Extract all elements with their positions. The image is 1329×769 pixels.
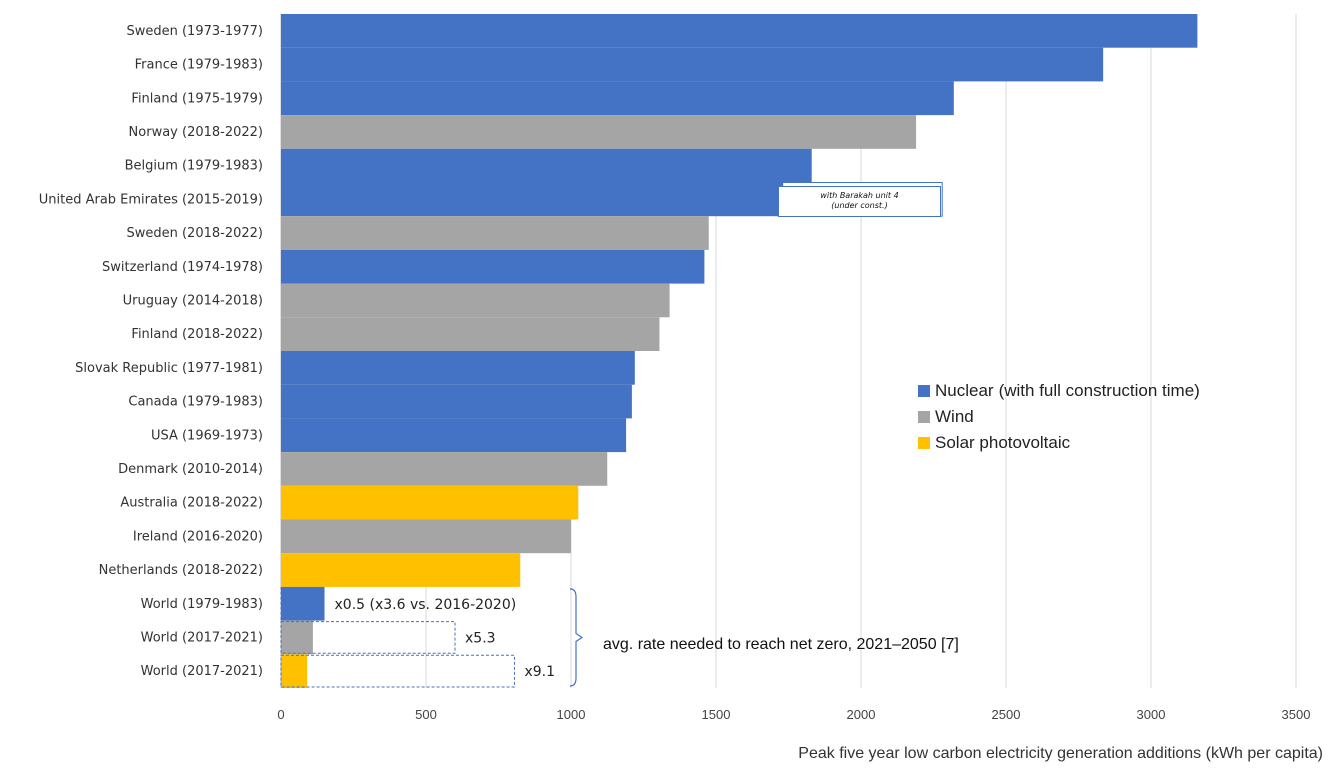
bar bbox=[281, 553, 521, 587]
uae-annotation-line-2: (under const.) bbox=[831, 201, 888, 210]
bar bbox=[281, 384, 632, 419]
x-tick-label: 2500 bbox=[992, 707, 1021, 722]
bar bbox=[281, 620, 313, 655]
bar bbox=[281, 317, 660, 351]
category-label: Australia (2018-2022) bbox=[120, 496, 263, 511]
legend-swatch-solar bbox=[918, 437, 930, 449]
legend-item-wind: Wind bbox=[918, 404, 1200, 430]
category-label: United Arab Emirates (2015-2019) bbox=[39, 192, 263, 207]
x-tick-label: 0 bbox=[277, 707, 284, 722]
legend: Nuclear (with full construction time) Wi… bbox=[918, 378, 1200, 456]
category-label: Finland (2018-2022) bbox=[131, 327, 263, 342]
category-label: France (1979-1983) bbox=[135, 58, 263, 73]
multiplier-label: x5.3 bbox=[465, 630, 496, 646]
category-label: World (2017-2021) bbox=[141, 664, 263, 679]
x-tick-label: 1000 bbox=[557, 707, 586, 722]
world-bracket bbox=[569, 588, 584, 687]
legend-note-nuclear: (with full construction time) bbox=[998, 381, 1200, 400]
legend-item-solar: Solar photovoltaic bbox=[918, 430, 1200, 456]
legend-label-solar: Solar photovoltaic bbox=[935, 433, 1071, 452]
category-label: Finland (1975-1979) bbox=[131, 91, 263, 106]
x-tick-label: 3000 bbox=[1137, 707, 1166, 722]
category-label: Ireland (2016-2020) bbox=[133, 529, 263, 544]
bar bbox=[281, 81, 954, 116]
legend-label-nuclear: Nuclear bbox=[935, 381, 994, 400]
uae-annotation-line-1: with Barakah unit 4 bbox=[820, 191, 899, 200]
bar bbox=[281, 216, 709, 250]
bar bbox=[281, 249, 705, 284]
x-tick-label: 1500 bbox=[702, 707, 731, 722]
category-label: World (2017-2021) bbox=[141, 630, 263, 645]
category-label: Netherlands (2018-2022) bbox=[99, 563, 263, 578]
bar bbox=[281, 14, 1198, 48]
uae-annotation: with Barakah unit 4 (under const.) bbox=[778, 186, 941, 217]
category-label: Switzerland (1974-1978) bbox=[102, 260, 263, 275]
bar bbox=[281, 283, 670, 318]
category-label: Belgium (1979-1983) bbox=[125, 159, 263, 174]
needed-rate-box bbox=[280, 587, 304, 621]
legend-swatch-wind bbox=[918, 411, 930, 423]
net-zero-callout: avg. rate needed to reach net zero, 2021… bbox=[603, 636, 959, 653]
x-tick-label: 500 bbox=[415, 707, 437, 722]
bar bbox=[281, 452, 608, 486]
category-label: Canada (1979-1983) bbox=[128, 395, 263, 410]
multiplier-label: x9.1 bbox=[524, 664, 555, 680]
needed-rate-box bbox=[280, 654, 515, 688]
bar bbox=[281, 418, 627, 453]
x-axis-label: Peak five year low carbon electricity ge… bbox=[798, 745, 1323, 762]
bar bbox=[281, 47, 1104, 82]
bar bbox=[281, 148, 812, 183]
bar bbox=[281, 485, 579, 520]
needed-rate-box bbox=[280, 621, 456, 654]
category-label: Sweden (2018-2022) bbox=[126, 226, 263, 241]
category-label: Sweden (1973-1977) bbox=[126, 24, 263, 39]
x-tick-label: 3500 bbox=[1282, 707, 1311, 722]
legend-swatch-nuclear bbox=[918, 385, 930, 397]
legend-label-wind: Wind bbox=[935, 407, 974, 426]
category-label: Norway (2018-2022) bbox=[129, 125, 263, 140]
category-label: Slovak Republic (1977-1981) bbox=[75, 361, 263, 376]
bar bbox=[281, 351, 635, 385]
category-label: World (1979-1983) bbox=[141, 597, 263, 612]
bar bbox=[281, 115, 917, 149]
x-tick-label: 2000 bbox=[847, 707, 876, 722]
bar bbox=[281, 654, 308, 688]
legend-item-nuclear: Nuclear (with full construction time) bbox=[918, 378, 1200, 404]
bar bbox=[281, 182, 783, 217]
category-label: Uruguay (2014-2018) bbox=[123, 293, 263, 308]
category-label: Denmark (2010-2014) bbox=[118, 462, 263, 477]
bar bbox=[281, 519, 571, 554]
multiplier-label: x0.5 (x3.6 vs. 2016-2020) bbox=[335, 597, 517, 613]
category-label: USA (1969-1973) bbox=[151, 428, 263, 443]
